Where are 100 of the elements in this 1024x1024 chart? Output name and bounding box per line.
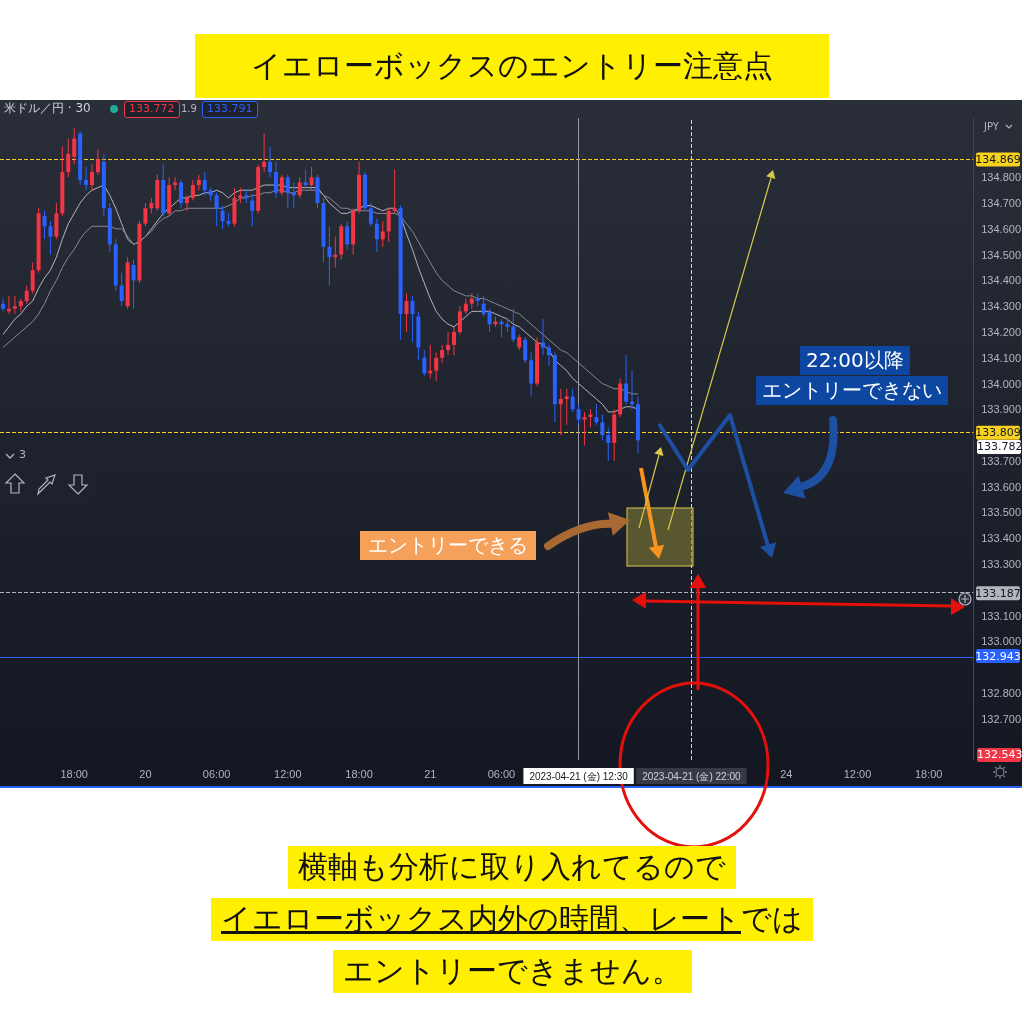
text: イエローボックス内外の時間、レート: [211, 898, 741, 941]
candlestick: [309, 166, 314, 191]
candlestick: [463, 297, 468, 315]
candlestick: [184, 194, 189, 212]
candlestick: [12, 295, 17, 315]
y-tick-label: 134.800: [981, 171, 1021, 184]
candlestick: [446, 331, 451, 356]
candlestick: [220, 205, 225, 230]
candlestick: [404, 292, 409, 333]
x-tick-label: 2023-04-21 (金) 12:30: [529, 770, 629, 782]
candlestick: [173, 176, 178, 191]
candlestick: [546, 344, 551, 367]
candlestick: [42, 210, 47, 240]
candlestick: [24, 285, 29, 305]
y-tick-label: 132.700: [981, 712, 1021, 725]
candlestick: [386, 207, 391, 243]
annotation: エントリーできる: [360, 531, 536, 560]
x-tick-label: 21: [424, 767, 437, 780]
y-tick-label: 134.200: [981, 326, 1021, 338]
y-tick-label: 134.000: [981, 377, 1021, 390]
candlestick: [576, 403, 581, 426]
x-tick-label: 18:00: [914, 767, 943, 780]
y-tick-label: 134.600: [981, 222, 1021, 235]
candlestick: [273, 161, 278, 199]
candlestick: [541, 318, 546, 356]
candlestick: [582, 411, 587, 446]
y-tick-label: 133.100: [981, 609, 1021, 622]
x-tick-label: 12:00: [274, 767, 302, 780]
candlestick: [66, 138, 71, 178]
candlestick: [143, 202, 148, 227]
candlestick: [30, 261, 35, 294]
y-tick-label: 133.600: [981, 480, 1021, 493]
candlestick: [600, 414, 605, 441]
text: エントリーできません。: [332, 950, 692, 993]
text: 133.791: [202, 101, 258, 118]
candlestick: [84, 166, 89, 191]
y-tick-label: 132.800: [981, 686, 1021, 699]
text: 1.9: [181, 103, 197, 115]
candlestick: [392, 169, 397, 214]
ref-line-label: 133.187: [975, 586, 1021, 600]
candlestick: [214, 192, 219, 227]
candlestick: [48, 220, 53, 256]
candlestick: [380, 220, 385, 248]
text: JPY: [984, 121, 999, 133]
candlestick: [422, 349, 427, 377]
candlestick: [374, 218, 379, 253]
candlestick: [594, 403, 599, 426]
candlestick: [250, 194, 255, 227]
candlestick: [624, 354, 629, 405]
candlestick: [345, 220, 350, 250]
y-tick-label: 133.300: [981, 558, 1021, 571]
annotation: エントリーできない: [756, 376, 948, 405]
text: 米ドル／円 · 30: [4, 101, 91, 116]
candlestick: [202, 171, 207, 196]
candlestick: [487, 308, 492, 333]
candlestick: [570, 388, 575, 413]
y-tick-label: 133.700: [981, 454, 1021, 467]
candlestick: [558, 388, 563, 436]
candlestick: [262, 132, 267, 173]
y-tick-label: 133.000: [981, 635, 1021, 648]
candlestick: [54, 202, 59, 240]
y-tick-label: 133.500: [981, 506, 1021, 519]
x-tick-label: 06:00: [202, 767, 231, 780]
x-tick-label: 06:00: [487, 767, 516, 780]
candlestick: [119, 272, 124, 307]
candlestick: [190, 179, 195, 202]
candlestick: [368, 202, 373, 227]
x-tick-label: 2023-04-21 (金) 22:00: [642, 770, 741, 782]
x-tick-label: 18:00: [60, 767, 88, 780]
candlestick: [606, 426, 611, 462]
chart-title: イエローボックスのエントリー注意点: [195, 34, 829, 98]
x-tick-label: 24: [780, 767, 793, 780]
candlestick: [268, 145, 273, 178]
y-tick-label: 133.400: [981, 532, 1021, 545]
ref-line-label: 132.943: [975, 649, 1021, 663]
candlestick: [72, 127, 77, 165]
candlestick: [179, 179, 184, 209]
y-tick-label: 134.100: [981, 351, 1021, 364]
y-tick-label: 134.300: [981, 300, 1021, 313]
candlestick: [327, 225, 332, 287]
y-tick-label: 134.700: [981, 197, 1021, 210]
candlestick: [481, 295, 486, 318]
y-tick-label: 134.400: [981, 274, 1021, 287]
candlestick: [511, 308, 516, 343]
candlestick: [434, 352, 439, 382]
text: では: [741, 898, 813, 941]
text: 横軸も分析に取り入れてるので: [288, 846, 736, 889]
candlestick: [279, 174, 284, 196]
candlestick: [564, 388, 569, 426]
x-tick-label: 18:00: [345, 767, 373, 780]
candlestick: [410, 295, 415, 343]
candlestick: [303, 169, 308, 189]
x-tick-label: 20: [139, 767, 152, 780]
candlestick: [297, 176, 302, 199]
candlestick: [285, 174, 290, 209]
candlestick: [90, 163, 95, 191]
candlestick: [457, 305, 462, 336]
candlestick: [131, 259, 136, 310]
x-tick-label: 12:00: [843, 767, 872, 780]
candlestick: [95, 148, 100, 176]
